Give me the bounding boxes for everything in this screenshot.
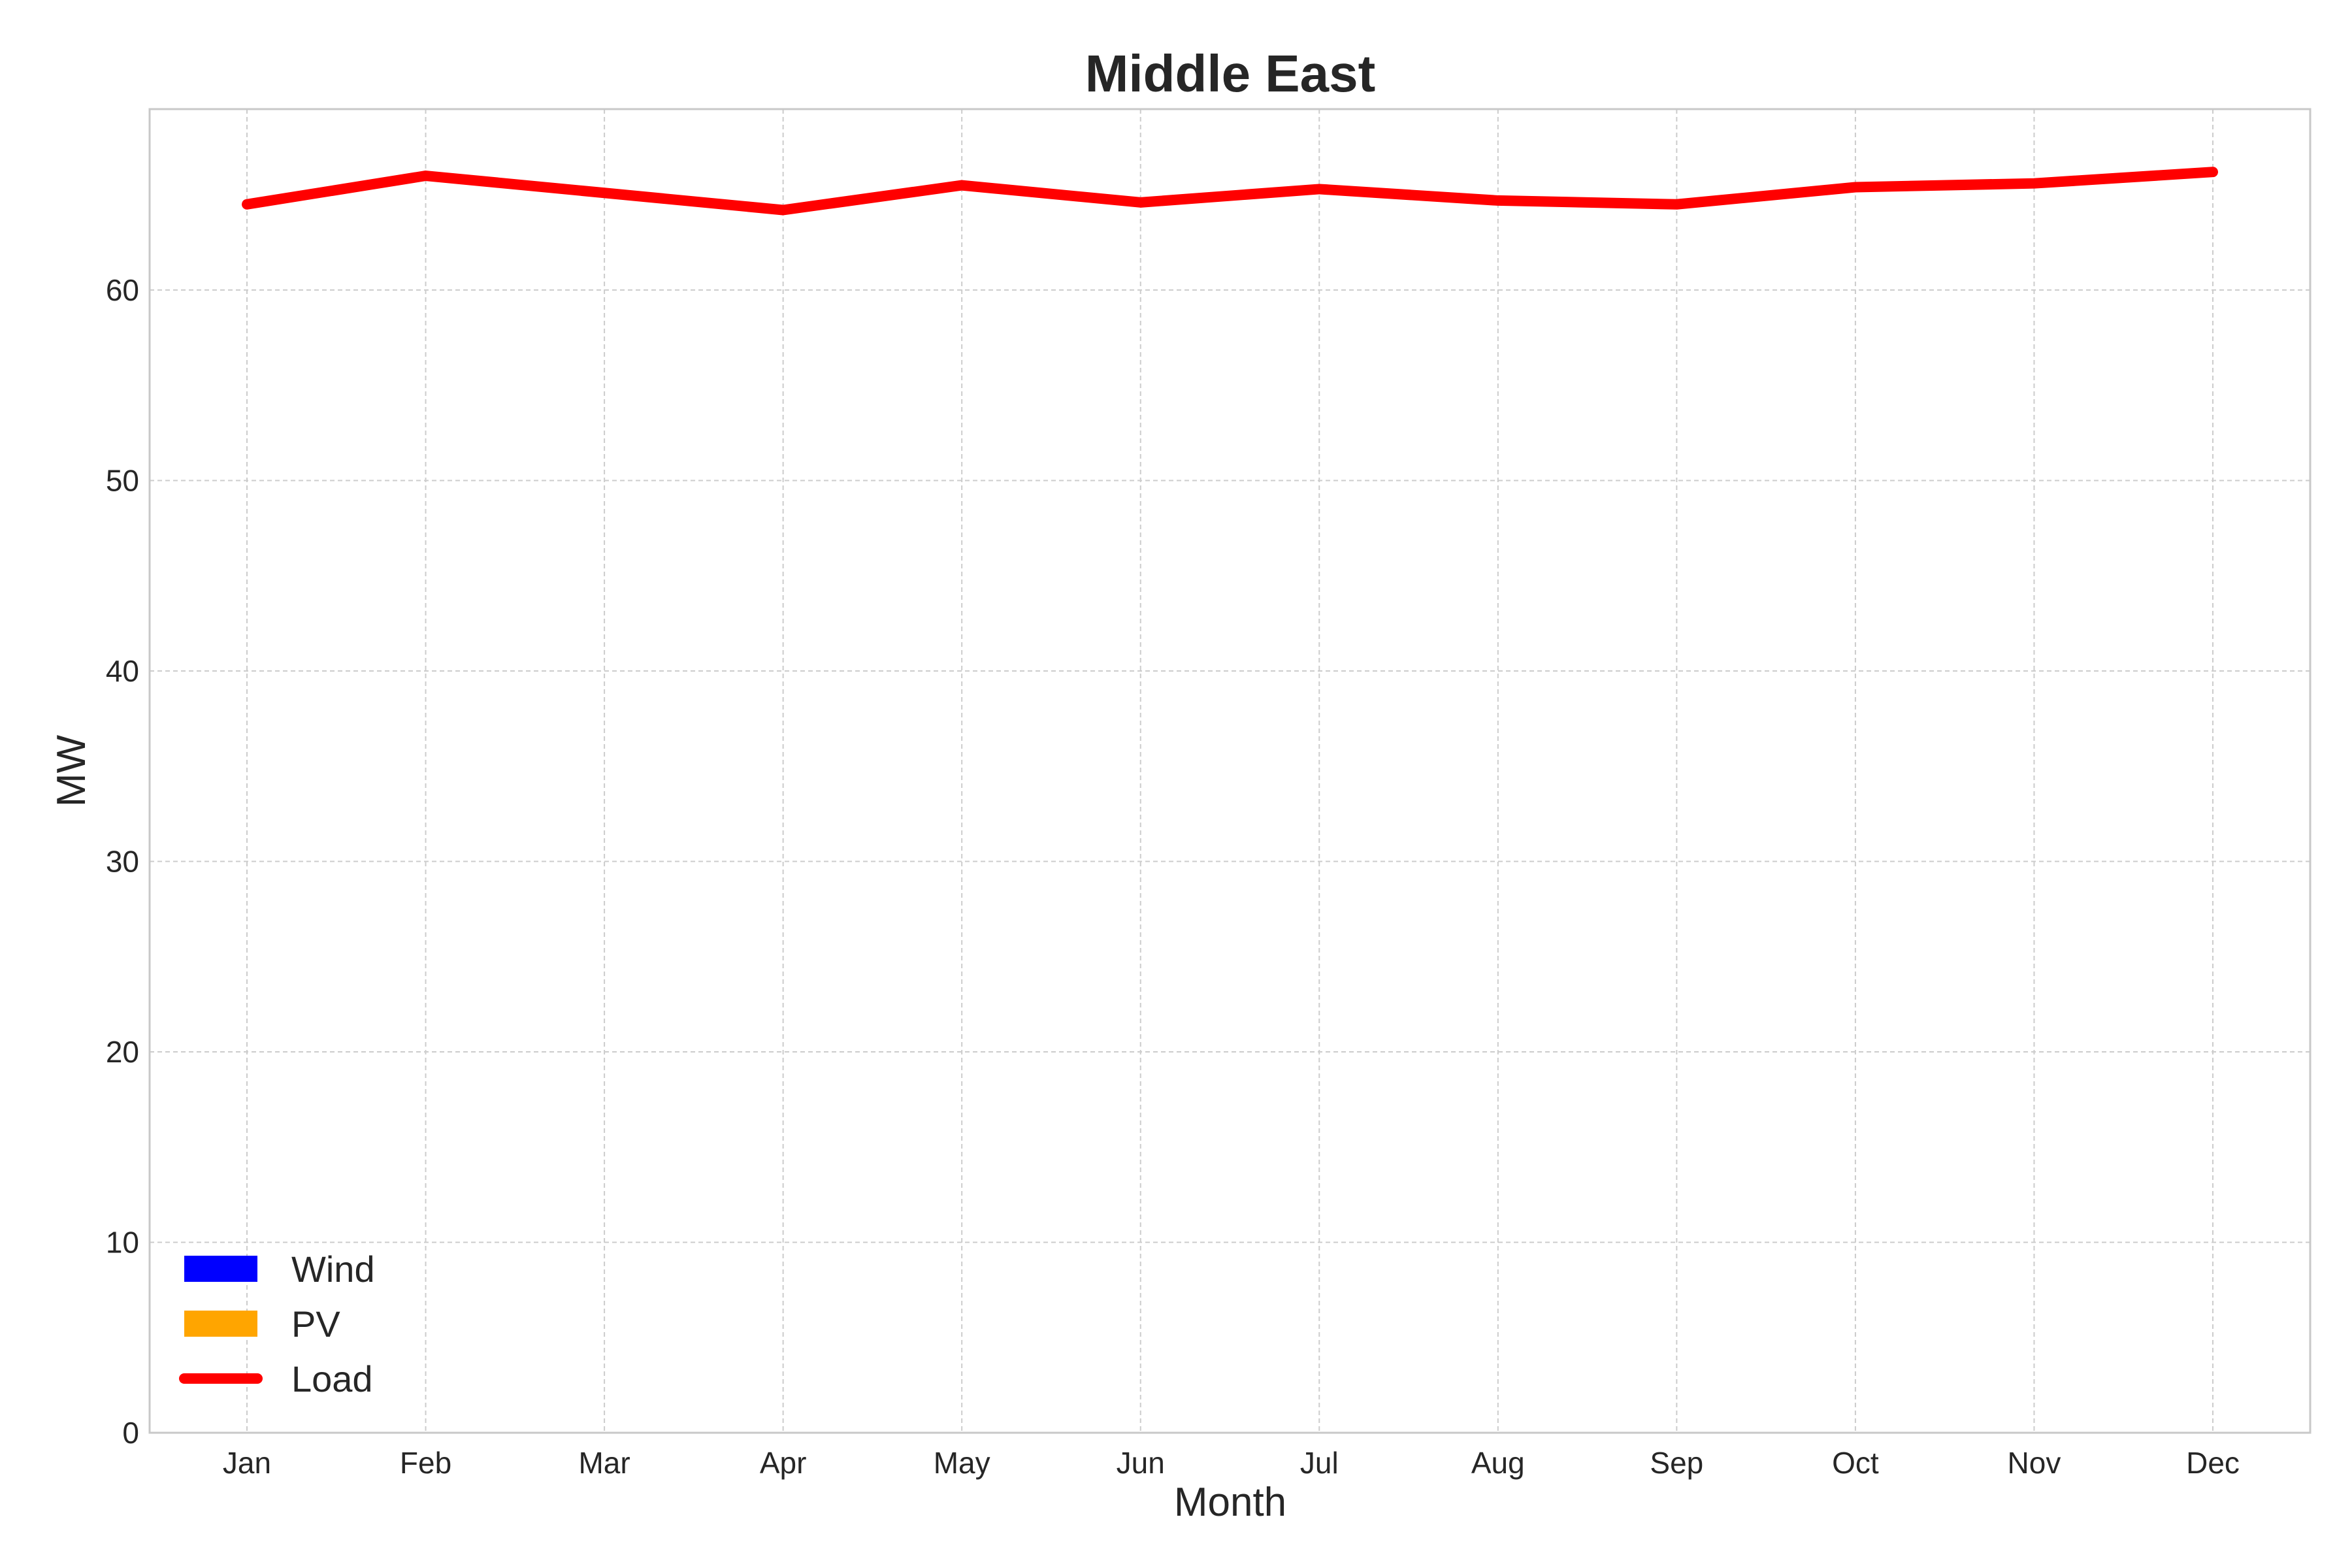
legend-label-load: Load: [291, 1358, 373, 1399]
x-tick-label: Mar: [578, 1446, 630, 1480]
y-axis-label: MW: [49, 734, 94, 807]
x-tick-label: Jun: [1117, 1446, 1165, 1480]
series-lines: [242, 167, 2218, 216]
x-tick-label: Dec: [2186, 1446, 2240, 1480]
legend-swatch-pv: [184, 1311, 257, 1337]
legend: Wind PV Load: [179, 1249, 375, 1399]
x-tick-label: Feb: [400, 1446, 451, 1480]
x-tick-label: Oct: [1832, 1446, 1879, 1480]
legend-swatch-wind: [184, 1256, 257, 1282]
x-tick-label: Sep: [1650, 1446, 1703, 1480]
x-tick-label: Apr: [760, 1446, 807, 1480]
x-tick-label: Jul: [1300, 1446, 1339, 1480]
chart-title: Middle East: [1085, 44, 1376, 103]
grid: [150, 109, 2310, 1433]
x-tick-label: Nov: [2008, 1446, 2061, 1480]
y-tick-label: 0: [122, 1416, 139, 1450]
x-tick-label: Jan: [223, 1446, 271, 1480]
x-tick-label: May: [934, 1446, 990, 1480]
y-tick-label: 50: [106, 463, 139, 497]
axis-ticks: Jan Feb Mar Apr May Jun Jul Aug Sep Oct Nov Dec 0 10 2…: [106, 273, 2240, 1480]
y-tick-label: 30: [106, 844, 139, 878]
y-tick-label: 10: [106, 1225, 139, 1259]
legend-label-pv: PV: [291, 1303, 340, 1345]
y-tick-label: 40: [106, 654, 139, 688]
plot-frame: [148, 108, 2311, 1434]
line-load: [242, 167, 2218, 216]
x-tick-label: Aug: [1471, 1446, 1525, 1480]
y-tick-label: 60: [106, 273, 139, 307]
y-tick-label: 20: [106, 1035, 139, 1069]
legend-label-wind: Wind: [291, 1249, 375, 1290]
x-axis-label: Month: [1174, 1480, 1286, 1525]
